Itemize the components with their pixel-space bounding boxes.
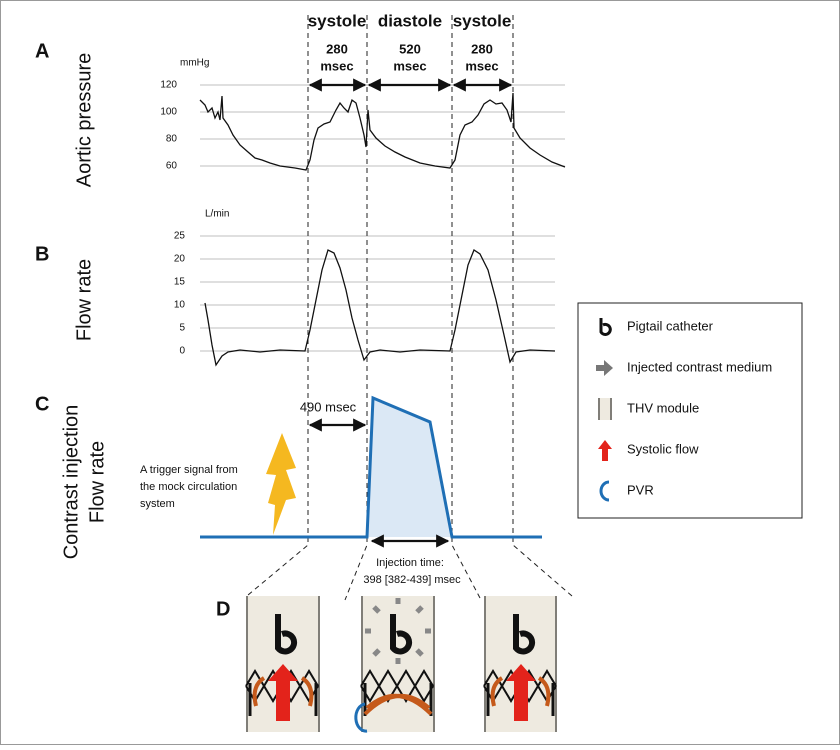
flow-grid: 25 20 15 10 5 0	[174, 231, 555, 357]
legend-label: Systolic flow	[627, 441, 699, 456]
tick-label: 80	[166, 134, 178, 145]
tick-label: 15	[174, 277, 186, 288]
legend-label: Injected contrast medium	[627, 359, 772, 374]
phase: diastole	[378, 11, 442, 30]
axis-unit: L/min	[205, 209, 229, 220]
tick-label: 10	[174, 300, 186, 311]
legend-icons	[596, 318, 613, 502]
duration: msec	[465, 58, 498, 73]
tick-label: 5	[179, 323, 185, 334]
row-label: Flow rate	[86, 441, 108, 523]
trigger-bolt	[266, 433, 296, 535]
pressure-trace	[199, 92, 566, 171]
tick-label: 0	[179, 346, 185, 357]
panel-label: A	[35, 40, 49, 62]
duration: 280	[471, 41, 493, 56]
row-label: Aortic pressure	[73, 53, 95, 188]
phase-lines	[247, 15, 573, 601]
pressure-grid: 120 100 80 60	[160, 80, 565, 172]
duration: 280	[326, 41, 348, 56]
panel-label: D	[216, 598, 230, 620]
row-label: Flow rate	[73, 259, 95, 341]
panel-label: B	[35, 243, 49, 265]
injection-trace	[200, 395, 542, 539]
delay-label: 490 msec	[300, 399, 357, 414]
row-label: Contrast injection	[60, 405, 82, 560]
tick-label: 120	[160, 80, 177, 91]
axis-unit: mmHg	[180, 58, 209, 69]
phase: systole	[453, 11, 512, 30]
duration: msec	[320, 58, 353, 73]
tick-label: 25	[174, 231, 186, 242]
injection-text: Injection time:	[376, 557, 444, 569]
thv-panels	[245, 596, 557, 733]
trigger-text: the mock circulation	[140, 481, 237, 493]
panel-label: C	[35, 393, 49, 415]
injection-text: 398 [382-439] msec	[363, 574, 461, 586]
duration: msec	[393, 58, 426, 73]
tick-label: 60	[166, 161, 178, 172]
legend-label: THV module	[627, 400, 699, 415]
tick-label: 20	[174, 254, 186, 265]
trigger-text: A trigger signal from	[140, 464, 238, 476]
duration: 520	[399, 41, 421, 56]
legend-box	[577, 302, 803, 519]
flow-trace	[204, 249, 556, 367]
legend-label: Pigtail catheter	[627, 318, 714, 333]
tick-label: 100	[160, 107, 177, 118]
trigger-text: system	[140, 498, 175, 510]
legend-label: PVR	[627, 482, 654, 497]
phase: systole	[308, 11, 367, 30]
